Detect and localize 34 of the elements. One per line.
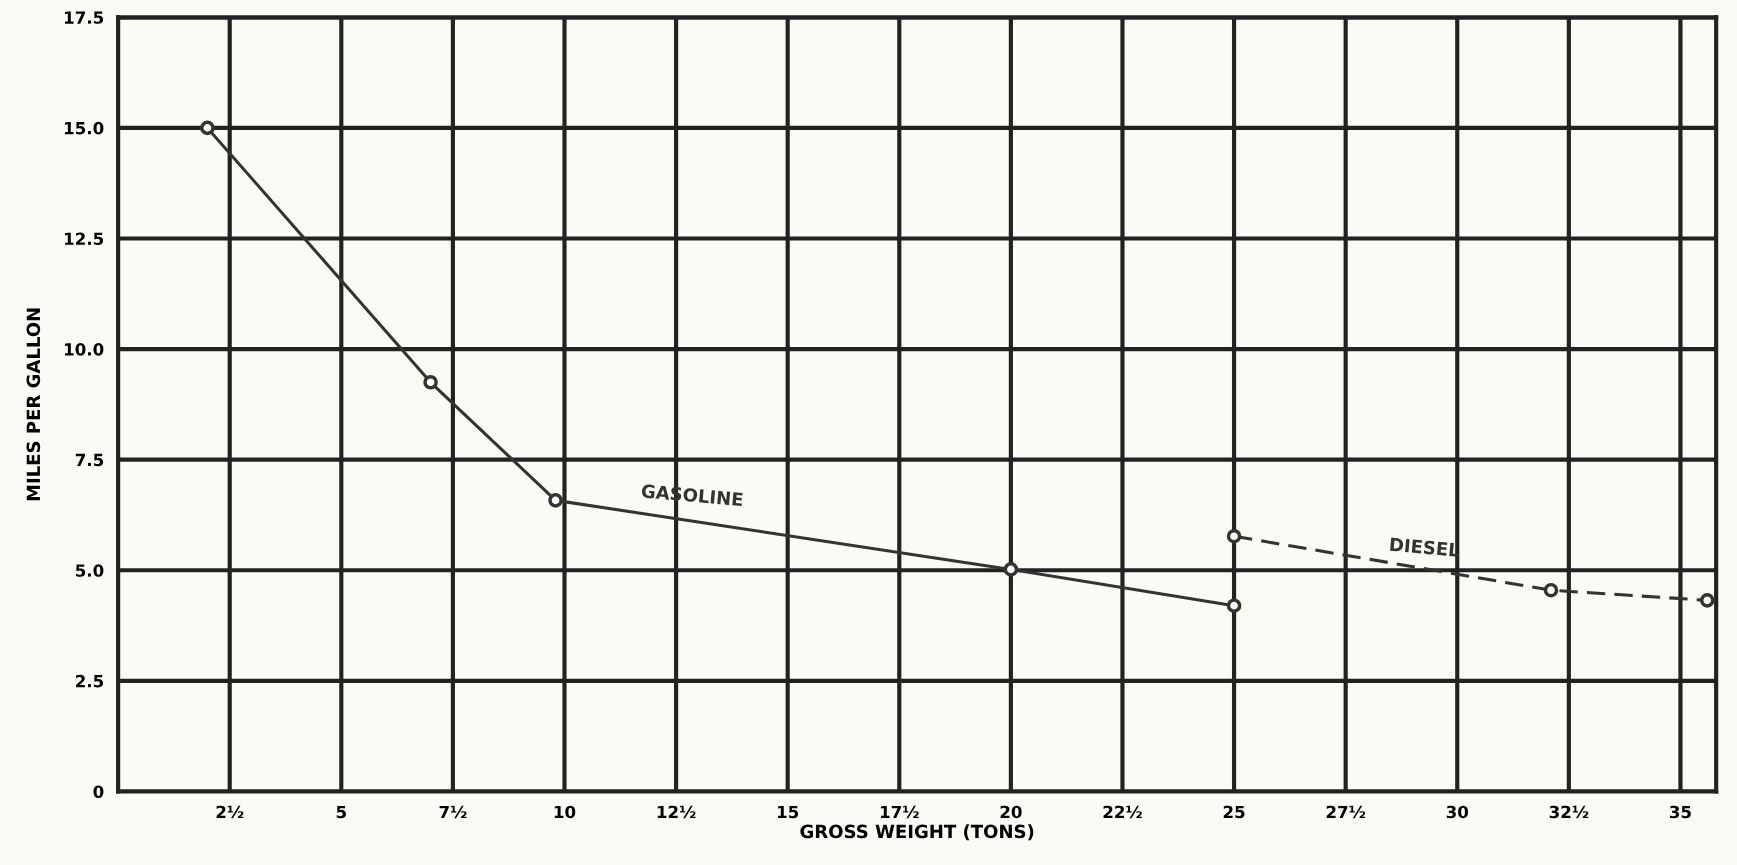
y-tick-label: 12.5 (64, 232, 104, 246)
y-tick-label: 0 (93, 785, 104, 799)
x-tick-label: 10 (554, 805, 576, 819)
x-tick-label: 12½ (657, 805, 696, 819)
point (548, 493, 563, 508)
x-tick-label: 15 (777, 805, 799, 819)
x-tick-label: 32½ (1549, 805, 1589, 819)
x-tick-label: 2½ (216, 805, 244, 819)
x-tick-label: 27½ (1326, 805, 1366, 819)
y-tick-label: 10.0 (64, 343, 104, 356)
y-tick-label: 5.0 (75, 564, 104, 577)
x-tick-label: 17½ (880, 805, 919, 819)
x-tick-label: 25 (1223, 805, 1245, 819)
point (1543, 582, 1559, 598)
x-axis-title: GROSS WEIGHT (TONS) (800, 824, 1034, 841)
y-axis-title: MILES PER GALLON (26, 308, 41, 501)
point (1226, 598, 1242, 613)
point (200, 120, 215, 136)
x-tick-label: 5 (336, 805, 346, 819)
series-label: GASOLINE (641, 483, 743, 507)
x-tick-label: 22½ (1103, 805, 1142, 819)
point (1003, 562, 1019, 577)
x-tick-label: 20 (1000, 805, 1022, 819)
point (1226, 528, 1242, 544)
series-label: DIESEL (1390, 537, 1460, 557)
y-tick-label: 2.5 (76, 674, 104, 688)
point (1699, 593, 1715, 608)
x-tick-label: 30 (1446, 805, 1469, 819)
y-tick-label: 15.0 (64, 121, 104, 135)
y-tick-label: 7.5 (75, 453, 104, 467)
x-tick-label: 7½ (439, 805, 467, 819)
y-tick-label: 17.5 (64, 11, 104, 24)
point (423, 374, 438, 390)
x-tick-label: 35 (1669, 805, 1691, 819)
